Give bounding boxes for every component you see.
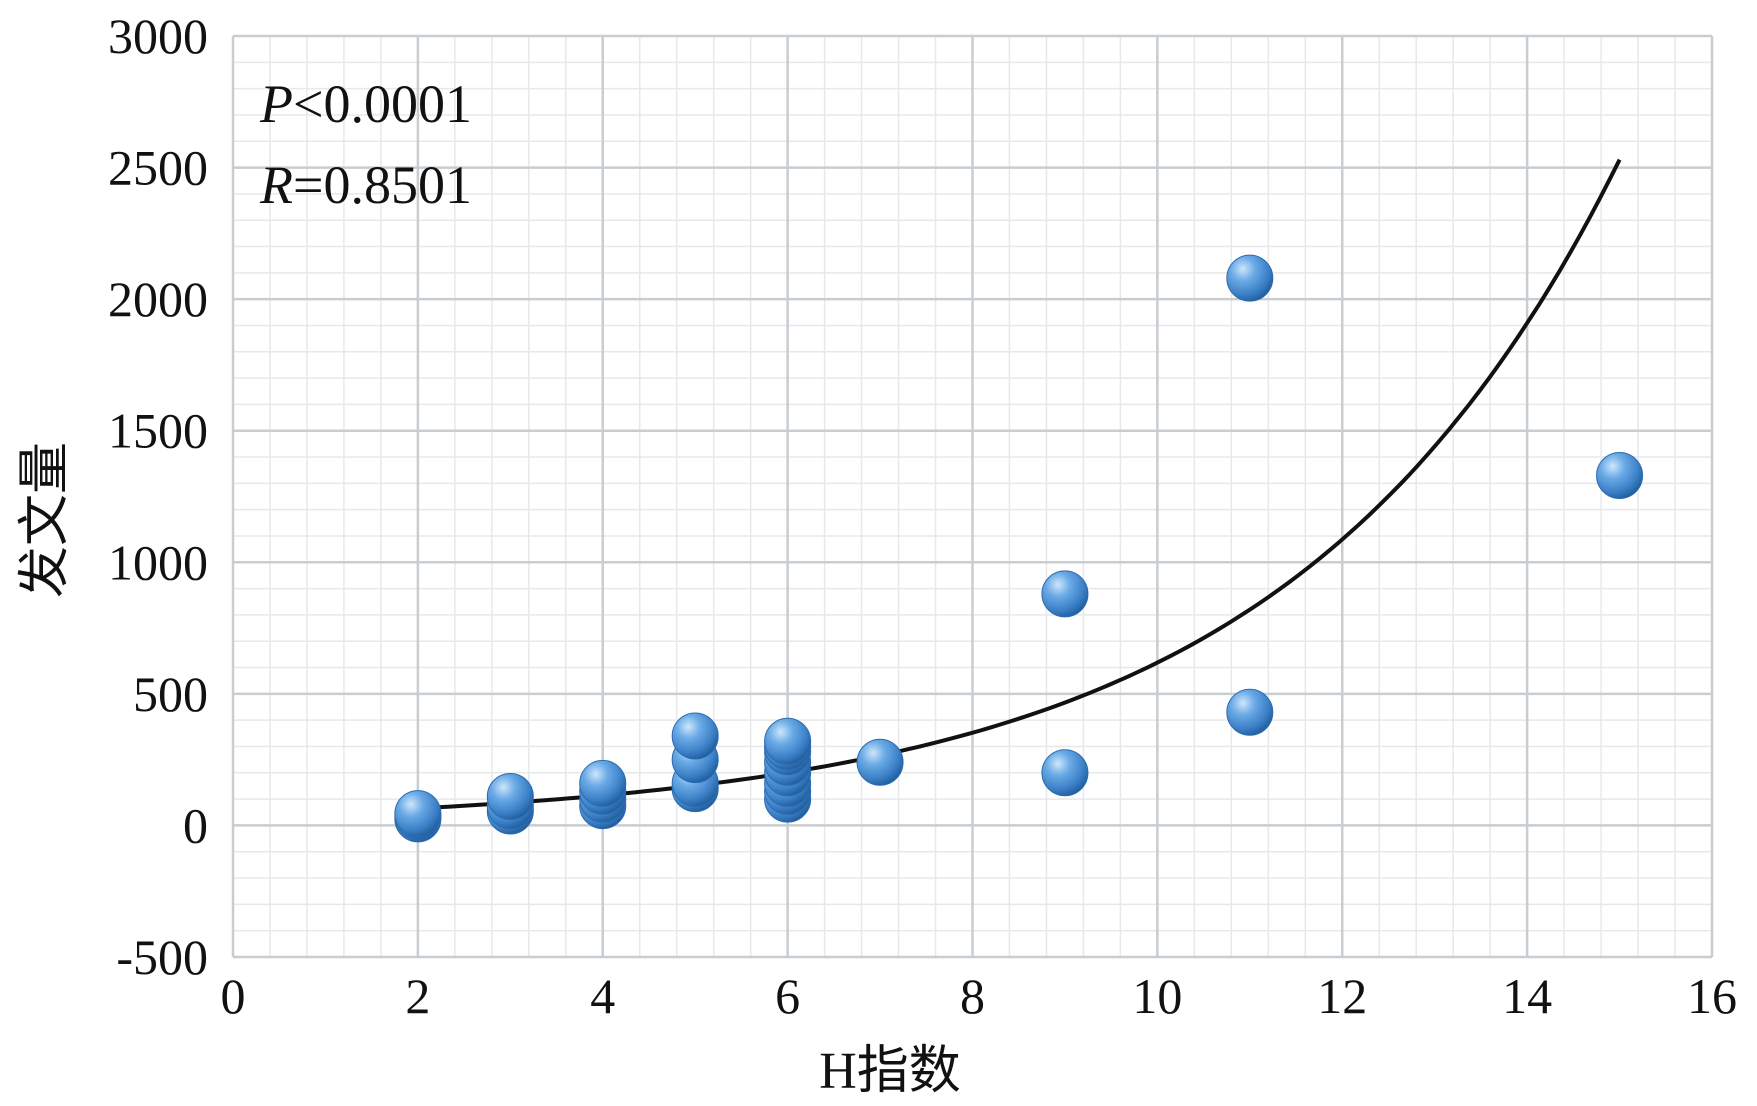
p-value-annotation: P<0.0001 <box>259 74 472 134</box>
x-tick-label: 2 <box>405 968 430 1024</box>
data-point <box>856 738 904 786</box>
x-tick-label: 4 <box>590 968 615 1024</box>
y-tick-label: 500 <box>133 666 208 722</box>
y-axis-title: 发文量 <box>17 442 74 598</box>
y-axis-ticks: -500 0 500 1000 1500 2000 2500 3000 <box>108 8 208 985</box>
data-point <box>764 717 812 765</box>
data-point <box>1226 688 1274 736</box>
x-tick-label: 8 <box>960 968 985 1024</box>
y-tick-label: 2500 <box>108 140 208 196</box>
x-tick-label: 16 <box>1687 968 1737 1024</box>
x-tick-label: 10 <box>1132 968 1182 1024</box>
y-tick-label: 0 <box>183 797 208 853</box>
y-tick-label: 1500 <box>108 403 208 459</box>
x-tick-label: 12 <box>1317 968 1367 1024</box>
x-tick-label: 14 <box>1502 968 1552 1024</box>
data-point <box>1041 570 1089 618</box>
data-point <box>486 772 534 820</box>
y-tick-label: 2000 <box>108 271 208 327</box>
data-points <box>394 254 1644 843</box>
x-axis-ticks: 0 2 4 6 8 10 12 14 16 <box>221 968 1738 1024</box>
data-point <box>579 759 627 807</box>
y-tick-label: -500 <box>116 929 208 985</box>
x-axis-title: H指数 <box>819 1043 961 1100</box>
data-point <box>1041 749 1089 797</box>
y-tick-label: 1000 <box>108 534 208 590</box>
data-point <box>1596 451 1644 499</box>
data-point <box>1226 254 1274 302</box>
grid <box>231 34 1714 959</box>
x-tick-label: 0 <box>221 968 246 1024</box>
r-value-annotation: R=0.8501 <box>259 155 472 215</box>
y-tick-label: 3000 <box>108 8 208 64</box>
data-point <box>671 712 719 760</box>
x-tick-label: 6 <box>775 968 800 1024</box>
data-point <box>394 790 442 838</box>
